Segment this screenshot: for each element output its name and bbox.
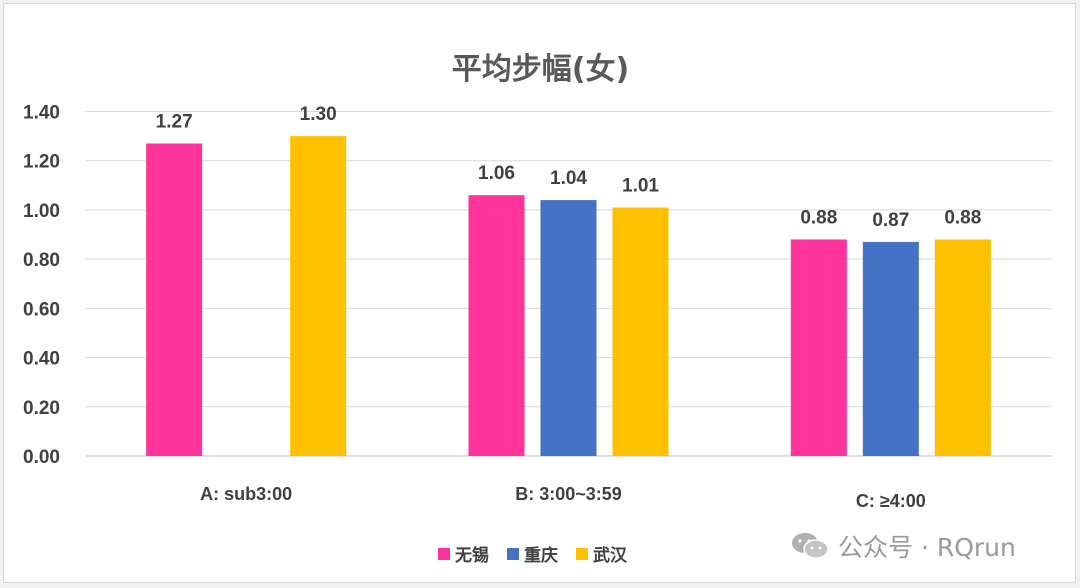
legend-swatch-wuhan: [576, 547, 588, 560]
wechat-icon: [792, 533, 829, 559]
y-tick-label: 0.20: [23, 398, 60, 419]
data-label: 1.01: [622, 175, 659, 196]
y-tick-label: 1.00: [23, 201, 60, 222]
y-tick-label: 0.80: [23, 250, 60, 271]
x-category-label: B: 3:00~3:59: [515, 484, 622, 504]
y-tick-label: 0.00: [23, 447, 60, 468]
x-category-label: C: ≥4:00: [856, 491, 926, 511]
y-tick-label: 1.20: [23, 152, 60, 173]
data-label: 1.30: [300, 104, 337, 125]
data-label: 1.27: [156, 111, 193, 132]
bar: [934, 239, 991, 456]
bar: [290, 136, 347, 456]
watermark-text: 公众号 · RQrun: [838, 533, 1016, 562]
bar: [146, 143, 203, 456]
watermark: 公众号 · RQrun: [790, 528, 1016, 564]
legend-label-chongqing: 重庆: [524, 546, 558, 566]
legend-item-wuxi: 无锡: [438, 541, 489, 566]
bar: [612, 207, 669, 456]
x-category-label: A: sub3:00: [200, 484, 292, 504]
data-label: 1.04: [550, 168, 587, 189]
y-tick-label: 0.40: [23, 349, 60, 370]
legend-label-wuhan: 武汉: [593, 546, 627, 566]
data-label: 0.87: [872, 210, 909, 231]
legend-item-chongqing: 重庆: [507, 541, 558, 566]
data-label: 0.88: [944, 207, 981, 228]
bar: [862, 241, 919, 456]
data-label: 0.88: [800, 207, 837, 228]
chart-title: 平均步幅(女): [451, 52, 630, 87]
legend-item-wuhan: 武汉: [576, 541, 627, 566]
data-label: 1.06: [478, 163, 515, 184]
bar: [540, 200, 597, 456]
legend-swatch-wuxi: [438, 547, 450, 560]
chart-legend: 无锡 重庆 武汉: [438, 541, 627, 566]
legend-swatch-chongqing: [507, 547, 519, 560]
bar: [468, 195, 525, 456]
legend-label-wuxi: 无锡: [455, 546, 489, 566]
bar: [790, 239, 847, 456]
y-tick-label: 1.40: [23, 103, 60, 124]
y-tick-label: 0.60: [23, 299, 60, 320]
